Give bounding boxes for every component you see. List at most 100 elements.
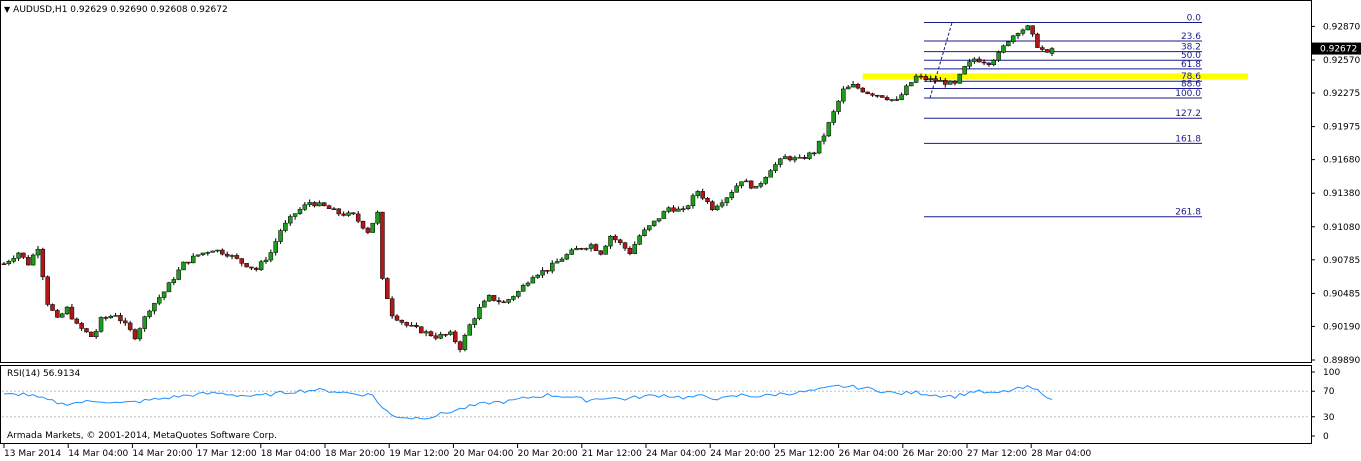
candle-bull [307,202,312,205]
symbol-ohlc-line: AUDUSD,H1 0.92629 0.92690 0.92608 0.9267… [13,5,228,15]
candle-bull [263,259,269,262]
copyright-text: Armada Markets, © 2001-2014, MetaQuotes … [7,431,277,441]
candle-bull [608,235,613,247]
candle-bear [457,341,463,350]
triangle-down-icon[interactable]: ▼ [4,5,11,14]
candle-bear [933,78,938,82]
candle-bull [972,58,977,62]
candle-bear [45,276,50,305]
candle-bull [836,100,841,112]
candle-bull [845,86,851,90]
fib-level-label: 38.2 [1181,43,1201,53]
candle-bear [748,180,754,189]
candle-bull [768,170,773,178]
candle-bear [496,300,502,303]
candle-bear [389,298,395,317]
current-price-label: 0.92672 [1320,45,1357,55]
candle-bear [220,249,225,255]
highlight-zone [862,73,1248,80]
candle-bear [326,205,332,209]
rsi-label: RSI(14) 56.9134 [7,369,81,379]
candle-bull [166,282,172,293]
candle-bull [734,185,739,193]
candle-bull [370,222,375,233]
candle-bull [346,212,351,216]
candle-bear [986,62,992,65]
candle-bear [1044,49,1050,53]
candle-bull [792,157,798,161]
candle-bear [787,156,793,161]
candle-bull [317,202,322,207]
rsi-line [3,384,1053,420]
candle-bull [258,261,264,270]
candle-bull [142,316,147,329]
candle-bear [613,235,618,241]
candle-bull [486,295,492,302]
candle-bull [782,156,788,160]
time-tick-label: 26 Mar 20:00 [903,449,963,459]
rsi-tick-label: 100 [1323,368,1340,378]
candle-bear [617,239,623,243]
candle-bull [482,300,487,308]
candle-bull [506,299,511,303]
candle-bull [632,244,637,255]
candle-bear [380,211,385,279]
candle-bull [778,158,783,165]
candle-bull [423,331,429,334]
candle-bear [860,87,866,93]
candle-bull [409,324,414,327]
candle-bull [516,291,521,297]
candle-bull [161,291,167,298]
candle-bull [637,235,642,245]
candle-bear [452,331,458,343]
candle-bear [870,93,875,96]
candle-bear [186,261,191,264]
price-tick-label: 0.92275 [1323,89,1360,99]
time-tick-label: 27 Mar 12:00 [967,449,1027,459]
candle-bull [1049,48,1055,54]
candle-bull [899,94,904,100]
candle-bull [967,61,972,67]
candle-bull [1025,25,1030,31]
candle-bear [394,315,400,321]
candle-bull [744,180,749,183]
candle-bull [472,318,477,325]
candle-bull [564,254,570,260]
candle-bull [195,254,201,257]
candle-bear [351,212,356,215]
price-tick-label: 0.90190 [1323,322,1360,332]
candle-bull [758,183,764,187]
rsi-frame [0,365,1312,444]
candle-bear [331,208,337,210]
candle-bear [705,197,710,202]
candle-bear [918,75,924,78]
candle-bear [79,323,84,329]
candle-bull [753,185,759,189]
candle-bear [74,318,80,324]
candle-bear [50,304,55,311]
candle-bear [923,76,929,80]
candle-bull [210,250,215,253]
candle-bear [365,227,371,233]
candle-bear [321,202,327,206]
candle-bull [1006,41,1011,47]
candle-bull [559,258,565,262]
candle-bull [690,195,696,207]
time-tick-label: 26 Mar 04:00 [839,449,899,459]
candle-bull [826,122,832,137]
price-tick-label: 0.92570 [1323,56,1360,66]
candle-bear [26,257,31,266]
candle-bear [234,255,240,259]
price-tick-label: 0.92870 [1323,22,1360,32]
candle-bull [550,262,555,272]
time-tick-label: 24 Mar 04:00 [646,449,706,459]
candle-bull [1010,35,1016,42]
candle-bull [947,80,953,85]
candle-bull [821,135,827,142]
price-tick-label: 0.91380 [1323,189,1360,199]
candle-bull [511,296,516,300]
symbol-header: ▼ AUDUSD,H1 0.92629 0.92690 0.92608 0.926… [4,5,228,15]
candle-bull [137,328,143,340]
candle-bull [938,79,943,82]
